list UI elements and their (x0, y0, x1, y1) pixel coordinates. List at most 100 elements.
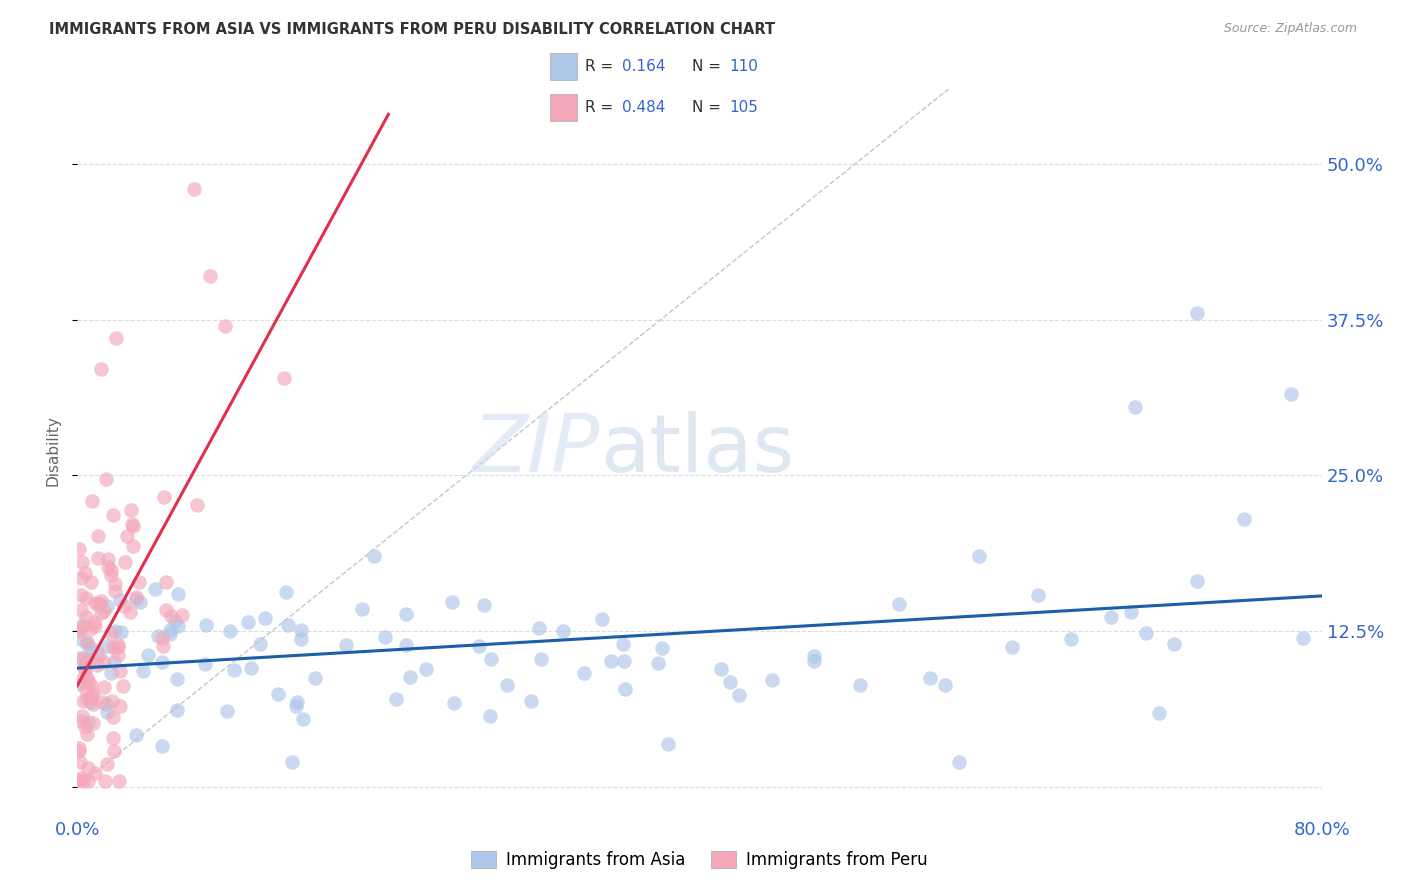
Point (76, 691, 98, 706)
Point (1135, 625, 1157, 640)
Point (75, 682, 97, 697)
Point (285, 695, 308, 709)
Point (1123, 400, 1146, 414)
Point (1233, 512, 1256, 526)
Legend: Immigrants from Asia, Immigrants from Peru: Immigrants from Asia, Immigrants from Pe… (465, 844, 934, 876)
Point (399, 670, 422, 684)
Point (385, 691, 408, 706)
Point (146, 629, 169, 643)
Point (132, 665, 155, 679)
Point (97, 560, 120, 574)
Point (153, 490, 176, 504)
Point (112, 599, 135, 614)
Point (1279, 387, 1302, 401)
Point (104, 624, 127, 638)
Text: 110: 110 (730, 59, 758, 74)
Point (101, 508, 124, 522)
Text: IMMIGRANTS FROM ASIA VS IMMIGRANTS FROM PERU DISABILITY CORRELATION CHART: IMMIGRANTS FROM ASIA VS IMMIGRANTS FROM … (49, 22, 775, 37)
Point (335, 638, 357, 652)
Text: ZIP: ZIP (472, 411, 600, 490)
Point (80, 678, 103, 692)
Point (75, 657, 97, 672)
Point (76, 635, 98, 649)
Point (100, 626, 122, 640)
Point (238, 615, 260, 630)
Point (803, 649, 825, 664)
Point (374, 630, 396, 644)
Text: Source: ZipAtlas.com: Source: ZipAtlas.com (1223, 22, 1357, 36)
Text: atlas: atlas (600, 411, 794, 490)
Point (215, 704, 238, 718)
Point (479, 652, 502, 666)
Point (553, 624, 575, 638)
Point (73, 661, 96, 675)
Point (159, 609, 181, 624)
Point (1185, 306, 1208, 320)
Point (67, 541, 90, 556)
Point (195, 618, 218, 632)
Point (70, 714, 93, 729)
Point (273, 370, 295, 384)
Point (97, 639, 120, 653)
Point (222, 664, 245, 678)
Point (1291, 632, 1313, 646)
Point (613, 654, 636, 668)
Point (803, 654, 825, 668)
Point (495, 678, 517, 692)
Point (290, 624, 312, 638)
Point (166, 702, 188, 716)
Point (441, 595, 464, 609)
Point (67, 624, 90, 638)
Point (193, 657, 215, 672)
Point (159, 627, 181, 641)
Point (91, 695, 114, 709)
Point (107, 638, 129, 652)
Point (79, 574, 101, 589)
Point (183, 182, 205, 196)
Point (152, 640, 174, 654)
Text: R =: R = (585, 59, 619, 74)
Point (70, 620, 93, 634)
Point (77, 761, 100, 775)
Point (612, 636, 634, 650)
Point (267, 687, 290, 701)
Point (520, 694, 543, 708)
Point (103, 655, 125, 669)
Point (86, 657, 108, 672)
Point (150, 655, 173, 669)
Point (934, 678, 956, 692)
Point (108, 698, 131, 713)
Point (920, 671, 942, 685)
Point (86, 644, 108, 658)
Point (105, 331, 128, 345)
Text: N =: N = (692, 59, 725, 74)
Point (163, 615, 186, 629)
Point (103, 640, 125, 654)
Point (527, 622, 550, 636)
Point (79, 654, 101, 668)
Point (100, 568, 122, 582)
Point (104, 577, 127, 591)
Point (591, 612, 613, 626)
Point (290, 632, 312, 646)
Point (468, 640, 491, 654)
Point (89, 597, 111, 611)
Point (76, 637, 98, 651)
Point (1101, 610, 1123, 624)
Point (472, 598, 495, 612)
Point (1185, 574, 1208, 589)
Point (155, 574, 177, 589)
Point (1147, 706, 1170, 720)
Point (67, 743, 90, 757)
Bar (550, 54, 576, 80)
Point (83, 615, 105, 630)
Point (93, 604, 115, 618)
Point (415, 661, 437, 675)
Point (89, 648, 111, 662)
Point (87, 551, 110, 566)
Point (1059, 632, 1081, 647)
Point (82, 686, 104, 700)
Point (90, 594, 112, 608)
Point (145, 582, 167, 597)
Point (395, 638, 418, 652)
